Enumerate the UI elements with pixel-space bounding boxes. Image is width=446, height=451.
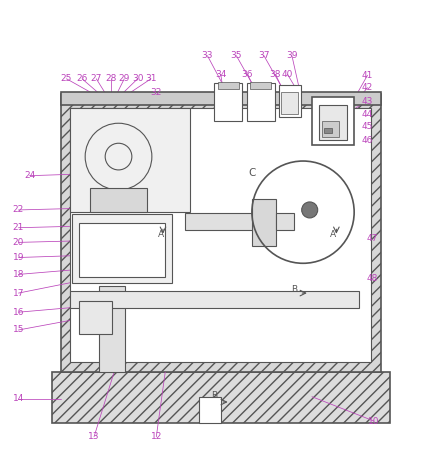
Text: 24: 24 bbox=[24, 171, 35, 180]
Text: 34: 34 bbox=[215, 70, 227, 79]
Text: C: C bbox=[248, 168, 256, 178]
Text: 29: 29 bbox=[119, 74, 130, 83]
Text: 47: 47 bbox=[366, 235, 378, 244]
Text: 13: 13 bbox=[88, 432, 100, 441]
Text: 42: 42 bbox=[362, 83, 373, 92]
Bar bbox=[218, 82, 239, 88]
Bar bbox=[61, 94, 381, 372]
Text: 38: 38 bbox=[270, 70, 281, 79]
Text: 46: 46 bbox=[362, 136, 373, 145]
Bar bbox=[70, 108, 371, 363]
Bar bbox=[90, 188, 148, 212]
Text: 25: 25 bbox=[61, 74, 72, 83]
Text: 36: 36 bbox=[242, 70, 253, 79]
Bar bbox=[277, 213, 294, 230]
Text: 44: 44 bbox=[362, 110, 373, 119]
Bar bbox=[281, 92, 298, 114]
Text: 40: 40 bbox=[282, 70, 293, 79]
Text: 15: 15 bbox=[13, 326, 24, 335]
Text: 45: 45 bbox=[362, 122, 373, 131]
Bar bbox=[61, 92, 381, 106]
Text: 43: 43 bbox=[362, 97, 373, 106]
Bar bbox=[70, 108, 190, 212]
Text: 48: 48 bbox=[366, 274, 378, 283]
Bar bbox=[185, 213, 277, 230]
Text: 10: 10 bbox=[368, 417, 380, 426]
Text: 37: 37 bbox=[258, 51, 270, 60]
Bar bbox=[78, 223, 165, 276]
Text: A: A bbox=[330, 230, 336, 239]
Text: 27: 27 bbox=[91, 74, 102, 83]
Bar bbox=[78, 301, 112, 335]
Bar bbox=[247, 83, 275, 121]
Text: 33: 33 bbox=[202, 51, 213, 60]
Text: 20: 20 bbox=[13, 238, 24, 247]
Text: 39: 39 bbox=[286, 51, 297, 60]
Text: A: A bbox=[158, 230, 164, 239]
Bar bbox=[324, 128, 332, 133]
Text: 22: 22 bbox=[13, 206, 24, 214]
Text: 17: 17 bbox=[13, 289, 24, 298]
Text: 19: 19 bbox=[13, 253, 24, 262]
Bar bbox=[252, 199, 277, 245]
Bar bbox=[318, 105, 347, 140]
Text: 35: 35 bbox=[231, 51, 242, 60]
Bar bbox=[99, 285, 125, 372]
Circle shape bbox=[301, 202, 318, 218]
Text: 30: 30 bbox=[132, 74, 143, 83]
Text: B: B bbox=[211, 391, 217, 400]
Bar bbox=[72, 214, 172, 283]
Bar bbox=[214, 83, 242, 121]
Bar bbox=[312, 97, 354, 146]
Text: 41: 41 bbox=[362, 71, 373, 80]
Bar bbox=[70, 291, 359, 308]
Text: B: B bbox=[291, 285, 297, 295]
Text: 18: 18 bbox=[13, 270, 24, 279]
Bar bbox=[52, 372, 390, 423]
Text: 31: 31 bbox=[145, 74, 157, 83]
Text: 14: 14 bbox=[13, 394, 24, 403]
Bar bbox=[198, 397, 221, 423]
Text: 26: 26 bbox=[76, 74, 88, 83]
Bar bbox=[279, 85, 301, 116]
Text: 32: 32 bbox=[151, 87, 162, 97]
Bar bbox=[250, 82, 271, 88]
Bar bbox=[322, 121, 339, 137]
Text: 28: 28 bbox=[105, 74, 117, 83]
Text: 12: 12 bbox=[151, 432, 162, 441]
Text: 21: 21 bbox=[13, 223, 24, 232]
Text: 16: 16 bbox=[13, 308, 24, 317]
